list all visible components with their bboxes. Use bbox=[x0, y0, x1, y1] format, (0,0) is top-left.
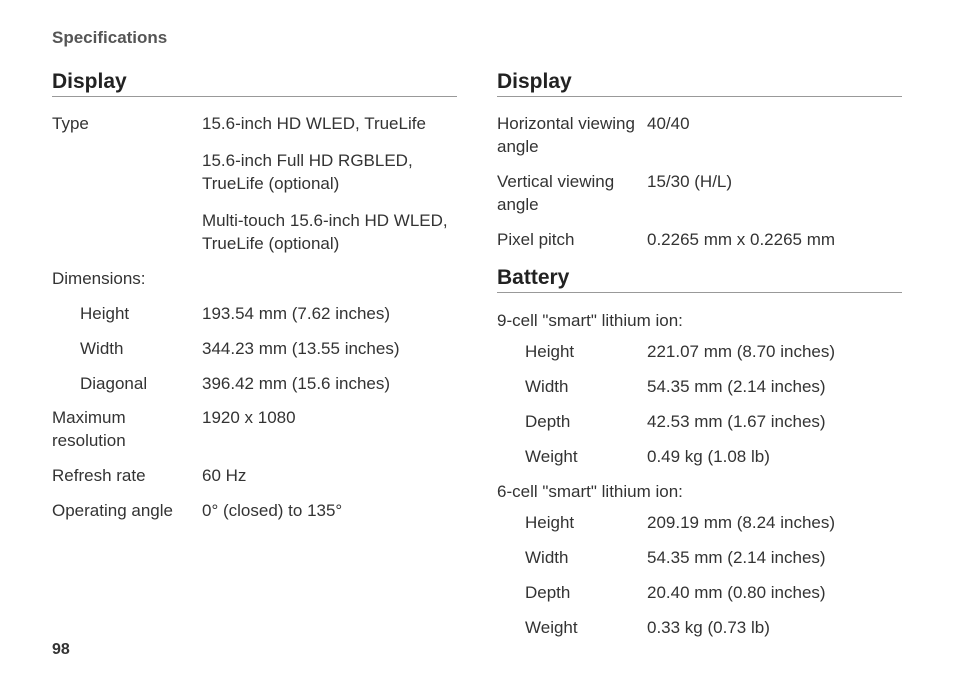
spec-row: Width 54.35 mm (2.14 inches) bbox=[497, 370, 902, 405]
section-title-battery: Battery bbox=[497, 266, 902, 290]
section-rule bbox=[497, 96, 902, 97]
spec-row: Depth 20.40 mm (0.80 inches) bbox=[497, 576, 902, 611]
spec-label: Depth bbox=[497, 411, 647, 434]
spec-label: Height bbox=[497, 341, 647, 364]
spec-value: 221.07 mm (8.70 inches) bbox=[647, 341, 902, 364]
spec-row: Horizontal viewing angle 40/40 bbox=[497, 107, 902, 165]
right-column: Display Horizontal viewing angle 40/40 V… bbox=[497, 70, 902, 646]
spec-label: Height bbox=[52, 303, 202, 326]
battery-subhead: 9-cell "smart" lithium ion: bbox=[497, 303, 902, 335]
spec-row: Height 221.07 mm (8.70 inches) bbox=[497, 335, 902, 370]
page-title: Specifications bbox=[52, 28, 902, 48]
spec-value: 40/40 bbox=[647, 113, 902, 136]
spec-row: Operating angle 0° (closed) to 135° bbox=[52, 494, 457, 529]
spec-value-line: Multi-touch 15.6-inch HD WLED, TrueLife … bbox=[202, 210, 457, 256]
spec-row: Width 344.23 mm (13.55 inches) bbox=[52, 332, 457, 367]
spec-value: 193.54 mm (7.62 inches) bbox=[202, 303, 457, 326]
section-title-display-right: Display bbox=[497, 70, 902, 94]
spec-value: 0.2265 mm x 0.2265 mm bbox=[647, 229, 902, 252]
spec-row: Diagonal 396.42 mm (15.6 inches) bbox=[52, 367, 457, 402]
spec-row: Maximum resolution 1920 x 1080 bbox=[52, 401, 457, 459]
spec-value: 1920 x 1080 bbox=[202, 407, 457, 430]
spec-row: Weight 0.33 kg (0.73 lb) bbox=[497, 611, 902, 646]
spec-label: Operating angle bbox=[52, 500, 202, 523]
section-title-display-left: Display bbox=[52, 70, 457, 94]
spec-label: Width bbox=[497, 547, 647, 570]
spec-row: Height 209.19 mm (8.24 inches) bbox=[497, 506, 902, 541]
spec-value: 54.35 mm (2.14 inches) bbox=[647, 547, 902, 570]
section-rule bbox=[497, 292, 902, 293]
spec-label: Type bbox=[52, 113, 202, 136]
spec-label: Maximum resolution bbox=[52, 407, 202, 453]
spec-value: 15.6-inch HD WLED, TrueLife 15.6-inch Fu… bbox=[202, 113, 457, 256]
spec-row: Depth 42.53 mm (1.67 inches) bbox=[497, 405, 902, 440]
spec-row: Dimensions: bbox=[52, 262, 457, 297]
battery-subhead: 6-cell "smart" lithium ion: bbox=[497, 474, 902, 506]
spec-row: Vertical viewing angle 15/30 (H/L) bbox=[497, 165, 902, 223]
page-number: 98 bbox=[52, 641, 70, 659]
spec-value: 0.33 kg (0.73 lb) bbox=[647, 617, 902, 640]
spec-label: Dimensions: bbox=[52, 268, 202, 291]
columns: Display Type 15.6-inch HD WLED, TrueLife… bbox=[52, 70, 902, 646]
spec-value: 0° (closed) to 135° bbox=[202, 500, 457, 523]
spec-row: Weight 0.49 kg (1.08 lb) bbox=[497, 440, 902, 475]
spec-label: Horizontal viewing angle bbox=[497, 113, 647, 159]
spec-label: Width bbox=[52, 338, 202, 361]
spec-value: 344.23 mm (13.55 inches) bbox=[202, 338, 457, 361]
spec-label: Weight bbox=[497, 446, 647, 469]
spec-label: Weight bbox=[497, 617, 647, 640]
spec-value: 15/30 (H/L) bbox=[647, 171, 902, 194]
spec-row: Width 54.35 mm (2.14 inches) bbox=[497, 541, 902, 576]
spec-label: Diagonal bbox=[52, 373, 202, 396]
spec-value: 209.19 mm (8.24 inches) bbox=[647, 512, 902, 535]
spec-value: 396.42 mm (15.6 inches) bbox=[202, 373, 457, 396]
spec-label: Height bbox=[497, 512, 647, 535]
spec-value: 42.53 mm (1.67 inches) bbox=[647, 411, 902, 434]
spec-row: Refresh rate 60 Hz bbox=[52, 459, 457, 494]
spec-value: 54.35 mm (2.14 inches) bbox=[647, 376, 902, 399]
spec-value-line: 15.6-inch Full HD RGBLED, TrueLife (opti… bbox=[202, 150, 457, 196]
spec-label: Depth bbox=[497, 582, 647, 605]
spec-row: Type 15.6-inch HD WLED, TrueLife 15.6-in… bbox=[52, 107, 457, 262]
spec-row: Height 193.54 mm (7.62 inches) bbox=[52, 297, 457, 332]
spec-row: Pixel pitch 0.2265 mm x 0.2265 mm bbox=[497, 223, 902, 258]
spec-value: 20.40 mm (0.80 inches) bbox=[647, 582, 902, 605]
spec-label: Pixel pitch bbox=[497, 229, 647, 252]
left-column: Display Type 15.6-inch HD WLED, TrueLife… bbox=[52, 70, 457, 646]
spec-value-line: 15.6-inch HD WLED, TrueLife bbox=[202, 113, 457, 136]
spec-label: Refresh rate bbox=[52, 465, 202, 488]
spec-value: 60 Hz bbox=[202, 465, 457, 488]
spec-label: Width bbox=[497, 376, 647, 399]
spec-label: Vertical viewing angle bbox=[497, 171, 647, 217]
section-rule bbox=[52, 96, 457, 97]
spec-value: 0.49 kg (1.08 lb) bbox=[647, 446, 902, 469]
